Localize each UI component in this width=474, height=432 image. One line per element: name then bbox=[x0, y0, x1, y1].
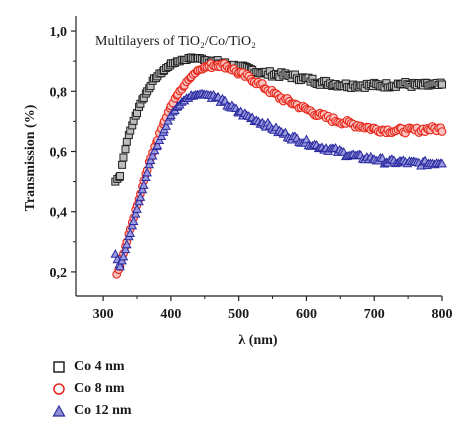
data-point bbox=[132, 204, 142, 213]
data-point bbox=[121, 145, 130, 154]
data-point bbox=[128, 216, 139, 225]
data-point bbox=[437, 127, 447, 136]
data-point bbox=[437, 158, 447, 168]
x-tick-label: 300 bbox=[93, 307, 114, 322]
legend: Co 4 nm Co 8 nm Co 12 nm bbox=[50, 356, 132, 422]
y-ticks: 0,2 0,4 0,6 0,8 1,0 bbox=[50, 25, 76, 281]
circle-marker-icon bbox=[53, 383, 65, 395]
triangle-marker-icon bbox=[52, 404, 66, 417]
data-point bbox=[119, 153, 128, 162]
x-tick-label: 800 bbox=[432, 307, 453, 322]
series-co-12-nm bbox=[110, 88, 447, 271]
data-point bbox=[163, 115, 174, 125]
y-tick-label: 0,2 bbox=[50, 266, 68, 281]
legend-label-co4: Co 4 nm bbox=[74, 359, 125, 374]
data-point bbox=[121, 239, 132, 249]
data-point bbox=[135, 192, 146, 201]
y-tick-label: 0,6 bbox=[50, 145, 68, 160]
data-point bbox=[152, 140, 163, 150]
legend-item-co12: Co 12 nm bbox=[50, 400, 132, 422]
data-point bbox=[147, 150, 158, 160]
x-ticks: 300 400 500 600 700 800 bbox=[93, 296, 453, 322]
data-point bbox=[115, 261, 125, 271]
data-point bbox=[127, 220, 138, 230]
data-point bbox=[161, 121, 171, 130]
data-point bbox=[118, 160, 127, 169]
data-point bbox=[137, 184, 148, 194]
chart-annotation: Multilayers of TiO₂/Co/TiO₂ bbox=[95, 34, 256, 49]
x-tick-label: 500 bbox=[228, 307, 249, 322]
legend-item-co8: Co 8 nm bbox=[50, 378, 132, 400]
data-point bbox=[130, 208, 141, 218]
data-point bbox=[122, 137, 131, 146]
data-point bbox=[140, 172, 151, 182]
data-point bbox=[142, 167, 153, 177]
data-point bbox=[149, 145, 160, 155]
y-tick-label: 0,4 bbox=[50, 206, 68, 221]
x-axis-title: λ (nm) bbox=[238, 333, 277, 348]
data-point bbox=[118, 251, 129, 261]
square-marker-icon bbox=[53, 361, 65, 373]
data-point bbox=[144, 159, 155, 169]
data-point bbox=[125, 228, 136, 238]
legend-label-co8: Co 8 nm bbox=[74, 381, 125, 396]
legend-item-co4: Co 4 nm bbox=[50, 356, 132, 378]
data-point bbox=[116, 172, 125, 181]
x-tick-label: 600 bbox=[296, 307, 317, 322]
y-tick-label: 1,0 bbox=[50, 25, 68, 40]
x-tick-label: 700 bbox=[364, 307, 385, 322]
y-tick-label: 0,8 bbox=[50, 85, 68, 100]
x-tick-label: 400 bbox=[160, 307, 181, 322]
transmission-chart: 300 400 500 600 700 800 0,2 0,4 0,6 0,8 1,0 Multi… bbox=[23, 16, 453, 348]
legend-label-co12: Co 12 nm bbox=[74, 403, 132, 418]
data-point bbox=[134, 196, 144, 206]
series-co-8-nm bbox=[112, 59, 447, 279]
series-layer bbox=[110, 53, 447, 279]
data-point bbox=[120, 244, 131, 254]
data-point bbox=[145, 155, 156, 165]
y-axis-title: Transmission (%) bbox=[23, 104, 38, 211]
axes bbox=[75, 16, 442, 297]
data-point bbox=[138, 180, 149, 189]
data-point bbox=[438, 80, 446, 89]
data-point bbox=[156, 131, 167, 140]
